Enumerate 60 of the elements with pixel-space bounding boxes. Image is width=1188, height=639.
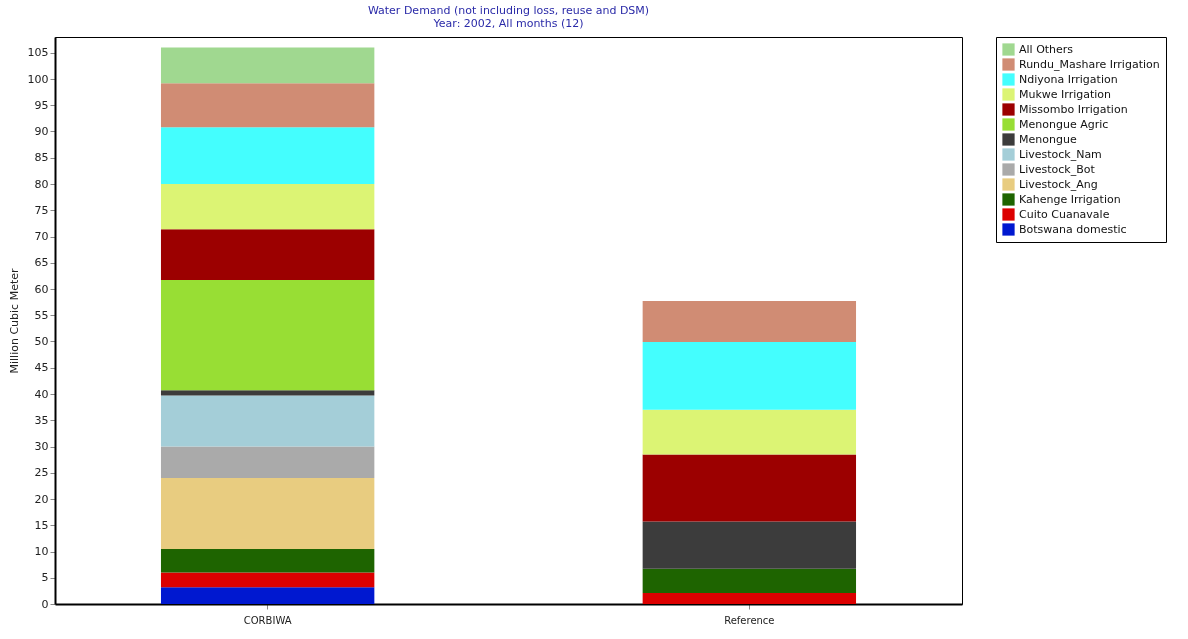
legend-label: Rundu_Mashare Irrigation — [1019, 57, 1160, 71]
bar — [642, 409, 857, 455]
bar — [160, 127, 375, 184]
legend-label: Cuito Cuanavale — [1019, 207, 1110, 221]
bar — [160, 587, 375, 604]
bar — [160, 47, 375, 84]
y-tick-label: 75 — [34, 203, 49, 217]
y-tick-label: 45 — [34, 361, 49, 375]
legend-label: Missombo Irrigation — [1019, 102, 1128, 116]
x-tick-label: CORBIWA — [243, 614, 292, 626]
legend-label: Botswana domestic — [1019, 222, 1127, 236]
y-tick-label: 10 — [34, 545, 49, 558]
bar — [160, 395, 375, 447]
x-tick-label: Reference — [724, 614, 775, 626]
bar — [160, 446, 375, 478]
y-tick-label: 15 — [34, 518, 49, 532]
y-tick-label: 85 — [34, 151, 49, 165]
legend-label: Kahenge Irrigation — [1019, 192, 1121, 206]
legend-label: Menongue Agric — [1019, 117, 1109, 131]
y-tick-label: 105 — [27, 46, 49, 60]
legend-label: Livestock_Ang — [1019, 177, 1098, 191]
y-tick-label: 100 — [27, 72, 49, 86]
chart-title: Water Demand (not including loss, reuse and DSM) — [367, 3, 650, 17]
legend-label: All Others — [1019, 42, 1074, 56]
y-tick-label: 50 — [34, 335, 49, 348]
y-axis-title: Million Cubic Meter — [7, 268, 21, 374]
bar — [160, 478, 375, 549]
legend-label: Ndiyona Irrigation — [1019, 72, 1118, 86]
bar — [160, 184, 375, 230]
y-tick-label: 20 — [34, 492, 49, 506]
y-tick-label: 60 — [34, 282, 49, 296]
bar — [160, 280, 375, 391]
legend-label: Menongue — [1019, 132, 1077, 146]
bar — [160, 390, 375, 396]
y-tick-label: 35 — [34, 413, 49, 427]
y-tick-label: 0 — [41, 597, 49, 611]
y-tick-label: 95 — [34, 98, 49, 112]
bar — [642, 342, 857, 410]
y-tick-label: 90 — [34, 125, 49, 138]
y-tick-label: 5 — [41, 571, 49, 585]
bar — [160, 548, 375, 573]
bar — [642, 454, 857, 522]
bar — [160, 229, 375, 281]
bar — [642, 592, 857, 604]
y-tick-label: 65 — [34, 256, 49, 270]
legend-label: Livestock_Nam — [1019, 147, 1102, 161]
legend-label: Mukwe Irrigation — [1019, 87, 1112, 101]
y-tick-label: 70 — [34, 230, 49, 243]
y-tick-label: 25 — [34, 466, 49, 480]
y-tick-label: 55 — [34, 308, 49, 322]
bar — [160, 572, 375, 588]
bar — [642, 301, 857, 343]
y-tick-label: 40 — [34, 387, 49, 401]
chart-subtitle: Year: 2002, All months (12) — [432, 16, 584, 30]
bar — [642, 568, 857, 593]
bar — [160, 83, 375, 128]
y-tick-label: 30 — [34, 440, 49, 453]
legend-label: Livestock_Bot — [1019, 162, 1096, 176]
bar — [642, 521, 857, 569]
y-tick-label: 80 — [34, 177, 49, 191]
